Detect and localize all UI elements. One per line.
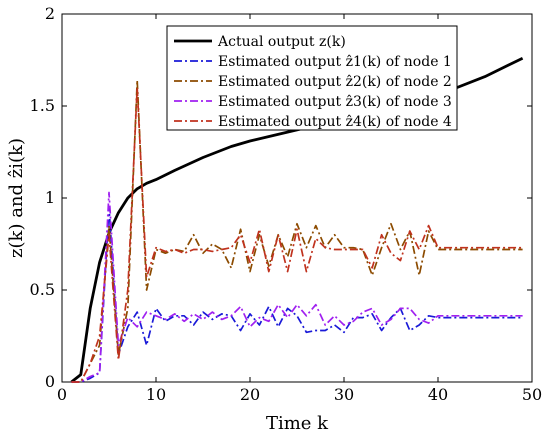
x-tick-label: 50 (522, 385, 542, 404)
series-line-5 (71, 86, 523, 383)
legend: Actual output z(k) Estimated output ẑ1(k)… (166, 25, 458, 131)
series-line-3 (71, 79, 523, 383)
x-tick-label: 30 (334, 385, 354, 404)
series-line-4 (71, 191, 523, 383)
y-tick-label: 2 (45, 4, 55, 23)
legend-label-4: Estimated output ẑ3(k) of node 3 (218, 94, 452, 110)
series-line-2 (71, 206, 523, 383)
tick-labels: 0 10 20 30 40 50 0 0.5 1 1.5 2 (30, 4, 543, 404)
y-tick-label: 1.5 (30, 96, 55, 115)
y-tick-label: 0.5 (30, 280, 55, 299)
x-axis-label: Time k (266, 413, 329, 434)
y-tick-label: 1 (45, 188, 55, 207)
x-tick-label: 10 (146, 385, 166, 404)
x-tick-label: 40 (428, 385, 448, 404)
legend-label-1: Actual output z(k) (217, 34, 346, 50)
legend-label-2: Estimated output ẑ1(k) of node 1 (218, 54, 452, 70)
y-axis-label: z(k) and ẑi(k) (6, 138, 27, 258)
x-tick-label: 0 (57, 385, 67, 404)
legend-label-3: Estimated output ẑ2(k) of node 2 (218, 74, 452, 90)
y-tick-label: 0 (45, 372, 55, 391)
x-tick-label: 20 (240, 385, 260, 404)
legend-box (166, 25, 458, 131)
axis-ticks (61, 13, 533, 383)
legend-label-5: Estimated output ẑ4(k) of node 4 (218, 114, 452, 130)
